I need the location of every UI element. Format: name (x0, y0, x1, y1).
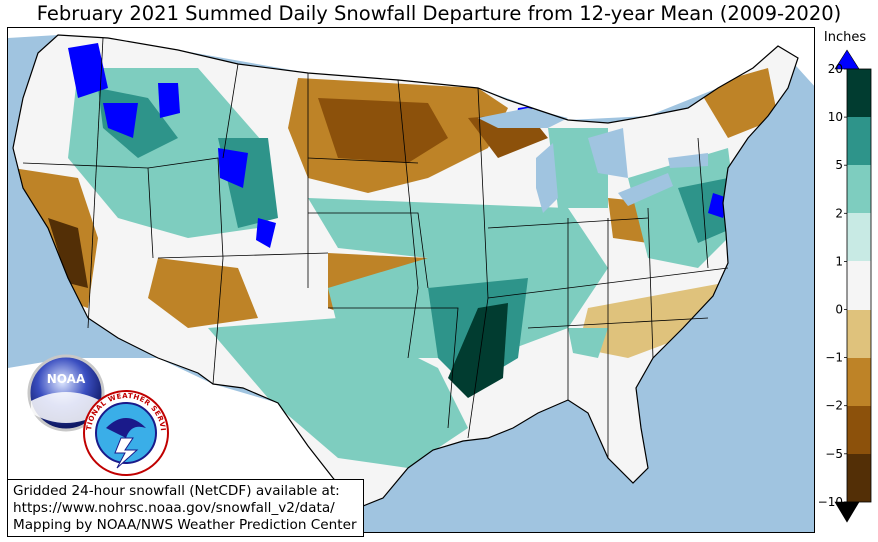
idaho-extreme (103, 103, 138, 138)
colorado-extreme (256, 218, 276, 248)
cascades-extreme (68, 43, 108, 98)
legend-tick-label: −5 (825, 447, 843, 461)
legend-tick-label: 20 (828, 62, 843, 76)
montana-extreme (158, 83, 180, 118)
legend-tick-label: 2 (835, 206, 843, 220)
tennessee-surplus (568, 328, 608, 358)
southeast-deficit (578, 283, 723, 358)
legend-band-neg10-neg5 (847, 406, 871, 454)
noaa-logo-text: NOAA (47, 372, 86, 386)
noaa-logo: NOAA (27, 354, 105, 432)
legend-tick-label: −1 (825, 351, 843, 365)
legend-tick-label: 10 (828, 110, 843, 124)
legend-tick-label: −2 (825, 399, 843, 413)
sierra-deficit (48, 218, 88, 288)
credits-line-3: Mapping by NOAA/NWS Weather Prediction C… (13, 517, 357, 533)
canada-land (8, 28, 814, 120)
data-credits-box: Gridded 24-hour snowfall (NetCDF) availa… (7, 479, 364, 537)
legend-tick-label: 5 (835, 158, 843, 172)
legend-tick-label: −10 (818, 495, 843, 509)
lake-ontario (668, 153, 708, 168)
credits-line-1: Gridded 24-hour snowfall (NetCDF) availa… (13, 483, 340, 499)
legend-band-neg20-neg10 (847, 454, 871, 502)
nws-logo: NATIONAL WEATHER SERVICE (81, 388, 169, 476)
legend-band-neg2-neg1 (847, 310, 871, 358)
legend-band-1-2 (847, 213, 871, 261)
wyoming-extreme (218, 148, 248, 188)
pennsylvania-surplus (678, 178, 733, 243)
snowfall-departure-map: NOAA NATIONAL WEATHER SERVICE (7, 27, 815, 533)
legend-tick-label: 0 (835, 303, 843, 317)
four-corners-deficit (148, 258, 258, 328)
map-title: February 2021 Summed Daily Snowfall Depa… (36, 2, 842, 25)
legend-band-5-10 (847, 117, 871, 165)
legend-band-10-20 (847, 69, 871, 117)
legend-tick-label: 1 (835, 254, 843, 268)
legend-band-neg5-neg2 (847, 358, 871, 406)
central-surplus (308, 198, 608, 358)
state-borders (22, 37, 729, 458)
lake-erie (618, 173, 673, 206)
legend-band-neg1-1 (847, 261, 871, 310)
southern-plains-surplus (208, 318, 468, 468)
lake-huron (588, 128, 628, 178)
arkansas-surplus (448, 303, 508, 398)
legend-title: Inches (823, 30, 867, 45)
dakotas-deficit (318, 98, 448, 163)
legend-band-2-5 (847, 165, 871, 213)
lake-michigan (536, 143, 558, 213)
credits-line-2: https://www.nohrsc.noaa.gov/snowfall_v2/… (13, 500, 335, 516)
